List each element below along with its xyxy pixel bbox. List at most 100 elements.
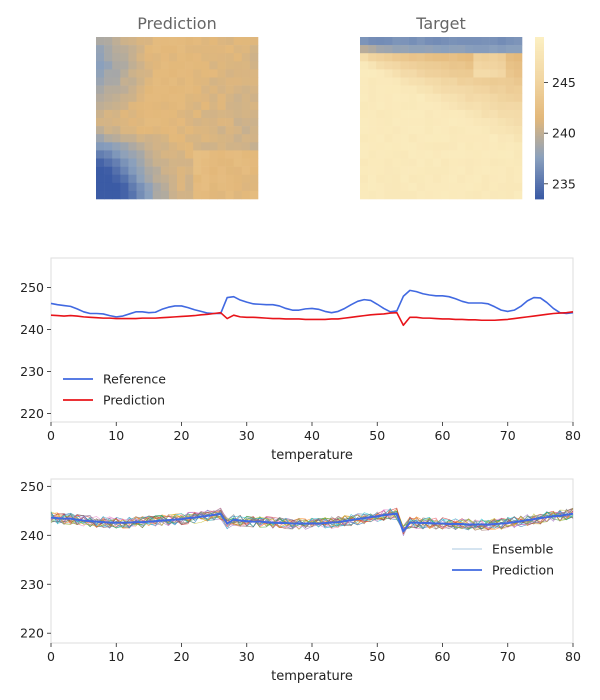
prediction-heatmap-cell <box>152 69 162 78</box>
prediction-heatmap-cell <box>217 53 226 62</box>
prediction-heatmap-cell <box>120 126 129 135</box>
colorbar-segment <box>535 168 544 172</box>
prediction-heatmap-cell <box>136 158 145 167</box>
target-heatmap-cell <box>457 126 466 135</box>
prediction-heatmap-cell <box>209 53 218 62</box>
colorbar: 235 240 245 <box>535 37 576 200</box>
prediction-heatmap-cell <box>249 77 259 86</box>
prediction-heatmap-cell <box>136 182 145 192</box>
target-heatmap-cell <box>505 126 515 135</box>
target-heatmap-cell <box>416 53 426 62</box>
target-heatmap-cell <box>368 134 377 143</box>
target-heatmap-cell <box>441 134 450 143</box>
x-tick-label: 10 <box>108 428 124 443</box>
target-heatmap-cell <box>505 37 515 46</box>
target-heatmap-cell <box>424 134 434 143</box>
prediction-heatmap-cell <box>112 37 121 46</box>
target-heatmap-cell <box>473 109 482 119</box>
target-heatmap-cell <box>400 126 409 135</box>
prediction-heatmap-cell <box>193 150 202 159</box>
target-heatmap-cell <box>392 53 401 62</box>
prediction-heatmap-cell <box>104 61 113 70</box>
target-heatmap-cell <box>505 158 515 167</box>
y-tick-label: 230 <box>20 577 44 592</box>
colorbar-segment <box>535 150 544 153</box>
x-tick-label: 80 <box>565 649 581 664</box>
colorbar-segment <box>535 134 544 137</box>
prediction-heatmap-cell <box>96 118 105 127</box>
prediction-heatmap-cell <box>136 101 145 111</box>
colorbar-segment <box>535 194 544 198</box>
target-heatmap-cell <box>473 134 482 143</box>
prediction-heatmap-cell <box>249 134 259 143</box>
target-heatmap-cell <box>473 150 482 159</box>
prediction-heatmap-cell <box>201 45 210 54</box>
prediction-heatmap-cell <box>120 109 129 119</box>
prediction-heatmap-cell <box>217 69 226 78</box>
target-heatmap-cell <box>449 69 458 78</box>
prediction-heatmap-cell <box>209 77 218 86</box>
colorbar-segment <box>535 196 544 200</box>
prediction-heatmap-cell <box>241 37 251 46</box>
colorbar-tick-label: 235 <box>552 176 576 191</box>
target-heatmap-cell <box>513 109 523 119</box>
target-heatmap-cell <box>441 37 450 46</box>
prediction-heatmap-cell <box>128 158 137 167</box>
target-heatmap-cell <box>497 109 507 119</box>
target-heatmap-cell <box>489 166 498 175</box>
target-heatmap-cell <box>432 158 442 167</box>
prediction-heatmap-cell <box>249 45 259 54</box>
colorbar-segment <box>535 73 544 76</box>
target-heatmap-cell <box>376 166 385 175</box>
prediction-heatmap-cell <box>168 37 178 46</box>
prediction-heatmap-cell <box>185 126 194 135</box>
target-heatmap-cell <box>408 93 417 103</box>
target-heatmap-cell <box>465 126 474 135</box>
prediction-heatmap-cell <box>104 174 113 184</box>
prediction-heatmap-cell <box>152 109 162 119</box>
prediction-heatmap-cell <box>104 69 113 78</box>
prediction-heatmap-cell <box>185 118 194 127</box>
colorbar-segment <box>535 65 544 68</box>
target-heatmap-cell <box>384 190 393 200</box>
target-heatmap-cell <box>449 118 458 127</box>
x-tick-label: 70 <box>500 428 516 443</box>
colorbar-segment <box>535 39 544 42</box>
prediction-heatmap-cell <box>217 93 226 103</box>
target-heatmap-cell <box>392 85 401 94</box>
target-heatmap-cell <box>408 158 417 167</box>
prediction-heatmap-cell <box>152 134 162 143</box>
prediction-heatmap <box>96 37 259 200</box>
prediction-heatmap-cell <box>144 69 153 78</box>
prediction-heatmap-cell <box>233 37 243 46</box>
target-heatmap-cell <box>392 142 401 151</box>
target-heatmap-cell <box>489 53 498 62</box>
target-heatmap-cell <box>473 158 482 167</box>
prediction-heatmap-cell <box>120 61 129 70</box>
target-heatmap-cell <box>376 150 385 159</box>
prediction-heatmap-cell <box>217 142 226 151</box>
prediction-heatmap-cell <box>120 101 129 111</box>
prediction-heatmap-cell <box>233 53 243 62</box>
prediction-heatmap-cell <box>104 77 113 86</box>
target-heatmap-cell <box>376 69 385 78</box>
prediction-heatmap-cell <box>233 174 243 184</box>
target-heatmap-cell <box>384 45 393 54</box>
target-heatmap-cell <box>424 61 434 70</box>
prediction-heatmap-cell <box>120 150 129 159</box>
prediction-heatmap-cell <box>104 126 113 135</box>
target-heatmap-cell <box>513 182 523 192</box>
prediction-heatmap-cell <box>144 45 153 54</box>
target-heatmap-cell <box>376 77 385 86</box>
target-heatmap-cell <box>416 109 426 119</box>
target-heatmap-cell <box>441 182 450 192</box>
prediction-heatmap-cell <box>160 37 170 46</box>
prediction-heatmap-cell <box>112 69 121 78</box>
prediction-heatmap-cell <box>233 150 243 159</box>
target-heatmap-cell <box>449 142 458 151</box>
target-heatmap-cell <box>408 109 417 119</box>
prediction-heatmap-cell <box>112 142 121 151</box>
target-heatmap-cell <box>416 142 426 151</box>
target-heatmap-cell <box>360 166 369 175</box>
target-heatmap-cell <box>376 61 385 70</box>
